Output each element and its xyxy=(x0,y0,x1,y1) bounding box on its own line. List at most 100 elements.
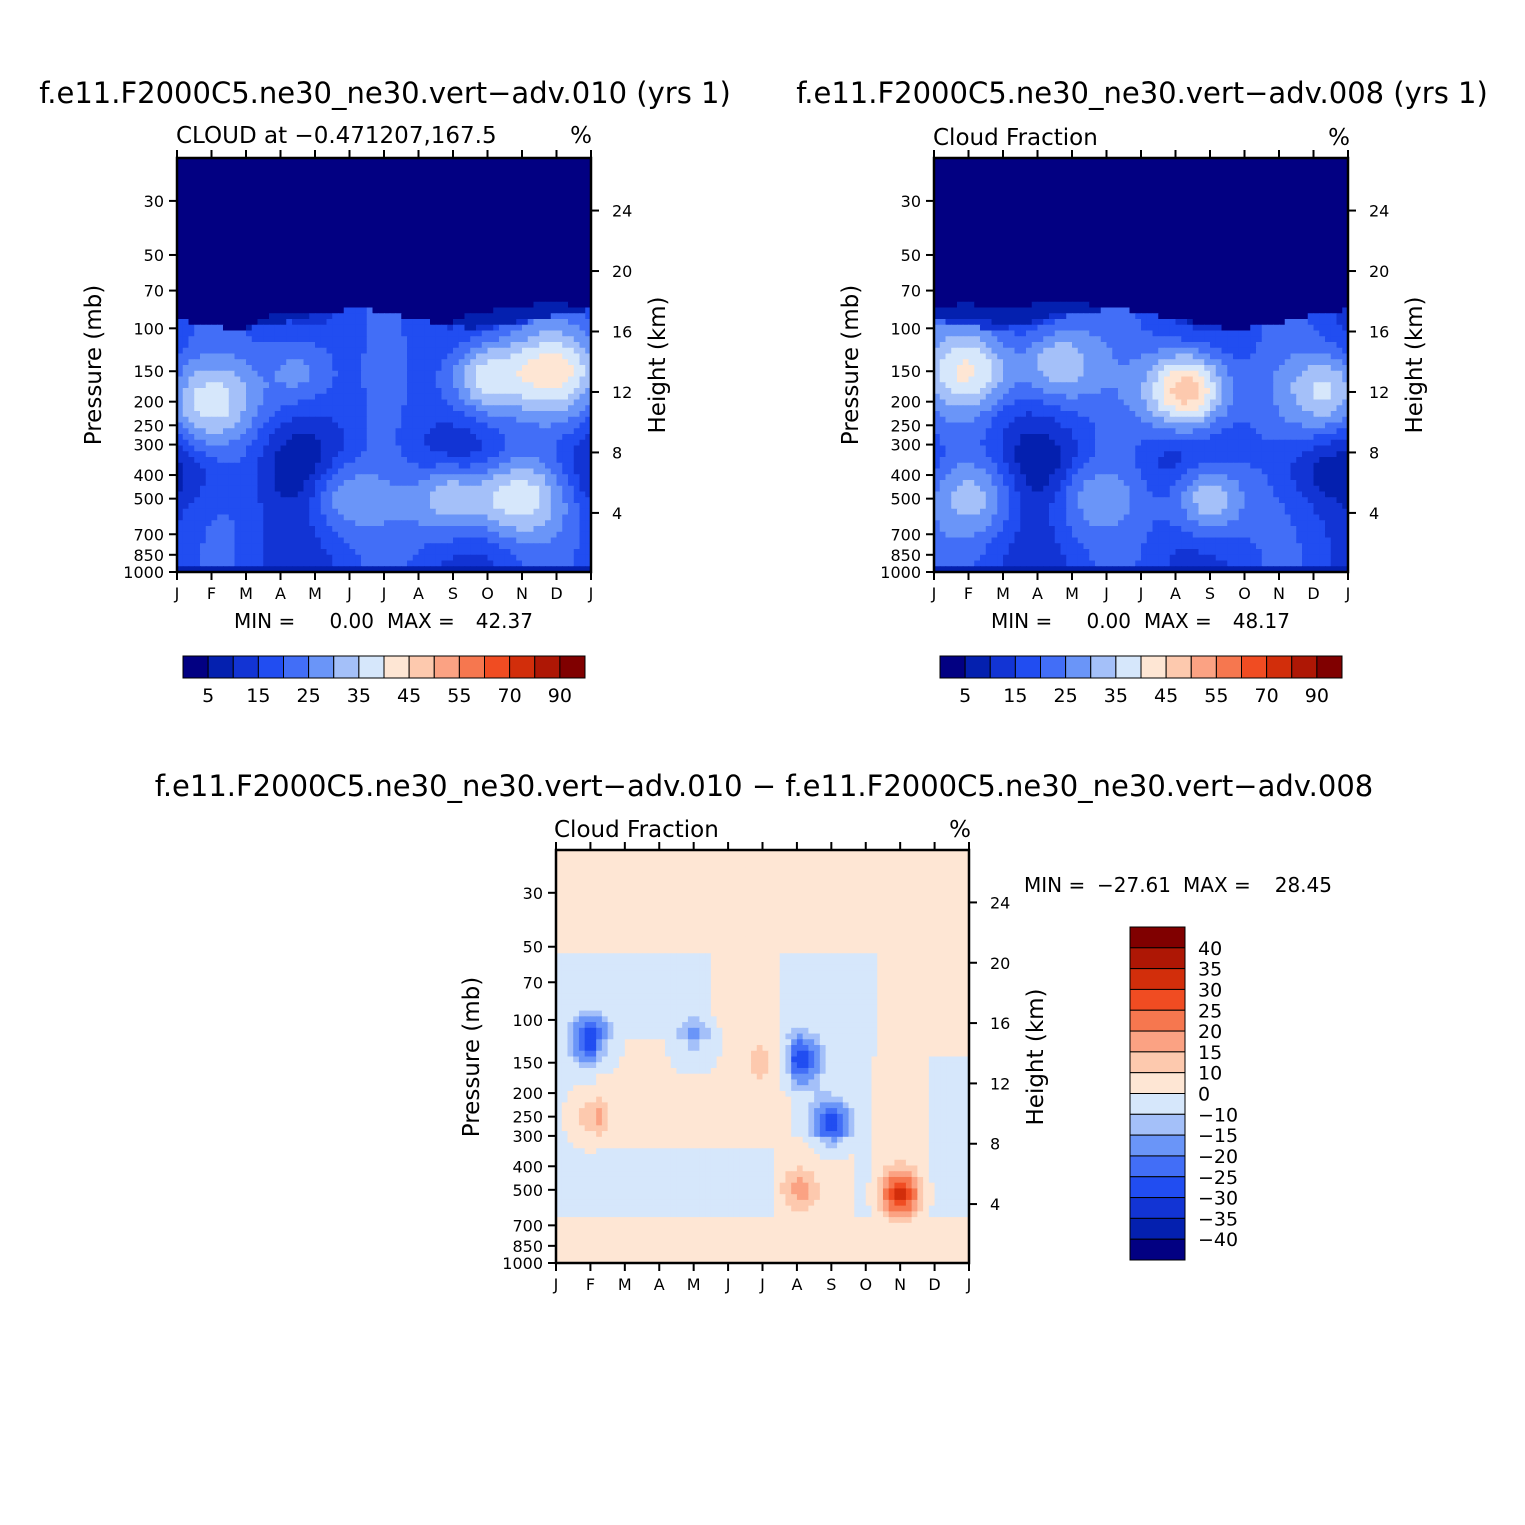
contour-cell xyxy=(332,325,338,331)
contour-cell xyxy=(263,204,269,210)
contour-cell xyxy=(212,198,218,204)
contour-cell xyxy=(344,520,350,526)
contour-cell xyxy=(206,233,212,239)
contour-cell xyxy=(424,233,430,239)
contour-cell xyxy=(447,486,453,492)
contour-cell xyxy=(275,520,281,526)
contour-cell xyxy=(453,526,459,532)
contour-cell xyxy=(206,371,212,377)
contour-cell xyxy=(223,480,229,486)
contour-cell xyxy=(568,377,574,383)
contour-cell xyxy=(269,474,275,480)
contour-cell xyxy=(493,457,499,463)
contour-cell xyxy=(511,193,517,199)
contour-cell xyxy=(459,227,465,233)
contour-cell xyxy=(378,538,384,544)
contour-cell xyxy=(350,446,356,452)
contour-cell xyxy=(476,308,482,314)
contour-cell xyxy=(539,543,545,549)
contour-cell xyxy=(269,221,275,227)
contour-cell xyxy=(413,239,419,245)
contour-cell xyxy=(275,273,281,279)
contour-cell xyxy=(327,250,333,256)
contour-cell xyxy=(488,164,494,170)
contour-cell xyxy=(562,428,568,434)
contour-cell xyxy=(528,451,534,457)
contour-cell xyxy=(574,543,580,549)
contour-cell xyxy=(183,354,189,360)
contour-cell xyxy=(200,463,206,469)
contour-cell xyxy=(505,509,511,515)
contour-cell xyxy=(304,325,310,331)
contour-cell xyxy=(263,262,269,268)
contour-cell xyxy=(378,480,384,486)
contour-cell xyxy=(258,359,264,365)
contour-cell xyxy=(413,348,419,354)
contour-cell xyxy=(258,474,264,480)
contour-cell xyxy=(229,308,235,314)
contour-cell xyxy=(413,221,419,227)
contour-cell xyxy=(315,411,321,417)
contour-cell xyxy=(258,233,264,239)
contour-cell xyxy=(396,451,402,457)
contour-cell xyxy=(338,440,344,446)
contour-cell xyxy=(206,492,212,498)
contour-cell xyxy=(258,181,264,187)
contour-cell xyxy=(350,325,356,331)
contour-cell xyxy=(240,451,246,457)
contour-cell xyxy=(275,515,281,521)
contour-cell xyxy=(557,405,563,411)
contour-cell xyxy=(206,325,212,331)
contour-cell xyxy=(476,423,482,429)
contour-cell xyxy=(470,279,476,285)
contour-cell xyxy=(522,336,528,342)
contour-cell xyxy=(332,187,338,193)
contour-cell xyxy=(223,388,229,394)
contour-cell xyxy=(574,377,580,383)
contour-cell xyxy=(459,492,465,498)
contour-cell xyxy=(200,515,206,521)
contour-cell xyxy=(568,457,574,463)
contour-cell xyxy=(355,532,361,538)
contour-cell xyxy=(453,400,459,406)
contour-cell xyxy=(459,319,465,325)
contour-cell xyxy=(206,187,212,193)
contour-cell xyxy=(212,296,218,302)
contour-cell xyxy=(212,216,218,222)
contour-cell xyxy=(263,170,269,176)
contour-cell xyxy=(557,285,563,291)
contour-cell xyxy=(562,469,568,475)
contour-cell xyxy=(488,538,494,544)
contour-cell xyxy=(476,256,482,262)
contour-cell xyxy=(516,377,522,383)
contour-cell xyxy=(413,262,419,268)
contour-cell xyxy=(373,359,379,365)
contour-cell xyxy=(344,164,350,170)
contour-cell xyxy=(476,290,482,296)
contour-cell xyxy=(367,262,373,268)
contour-cell xyxy=(367,400,373,406)
contour-cell xyxy=(516,463,522,469)
contour-cell xyxy=(292,348,298,354)
contour-cell xyxy=(350,221,356,227)
contour-cell xyxy=(194,227,200,233)
contour-cell xyxy=(407,417,413,423)
contour-cell xyxy=(332,336,338,342)
contour-cell xyxy=(281,405,287,411)
contour-cell xyxy=(470,227,476,233)
contour-cell xyxy=(465,267,471,273)
contour-cell xyxy=(183,302,189,308)
contour-cell xyxy=(240,457,246,463)
contour-cell xyxy=(223,342,229,348)
contour-cell xyxy=(465,503,471,509)
contour-cell xyxy=(505,204,511,210)
contour-cell xyxy=(522,296,528,302)
contour-cell xyxy=(459,308,465,314)
contour-cell xyxy=(436,239,442,245)
contour-cell xyxy=(505,492,511,498)
contour-cell xyxy=(309,279,315,285)
contour-cell xyxy=(447,388,453,394)
contour-cell xyxy=(447,423,453,429)
contour-cell xyxy=(240,302,246,308)
contour-cell xyxy=(557,382,563,388)
